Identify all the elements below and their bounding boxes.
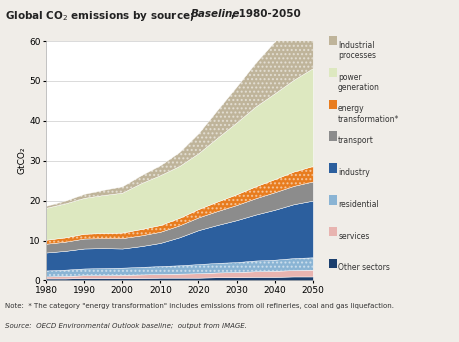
Text: Note:  * The category "energy transformation" includes emissions from oil refine: Note: * The category "energy transformat… [5,303,393,309]
Y-axis label: GtCO₂: GtCO₂ [17,147,26,174]
Text: services: services [337,232,369,240]
Text: Baseline: Baseline [190,9,240,18]
Text: power
generation: power generation [337,73,379,92]
Text: Source:  OECD Environmental Outlook baseline;  output from IMAGE.: Source: OECD Environmental Outlook basel… [5,323,246,329]
Text: Industrial
processes: Industrial processes [337,41,375,60]
Text: Global CO$_2$ emissions by source;: Global CO$_2$ emissions by source; [5,9,195,23]
Text: energy
transformation*: energy transformation* [337,104,398,124]
Text: Other sectors: Other sectors [337,263,389,272]
Text: , 1980-2050: , 1980-2050 [231,9,301,18]
Text: transport: transport [337,136,373,145]
Text: residential: residential [337,200,378,209]
Text: industry: industry [337,168,369,177]
